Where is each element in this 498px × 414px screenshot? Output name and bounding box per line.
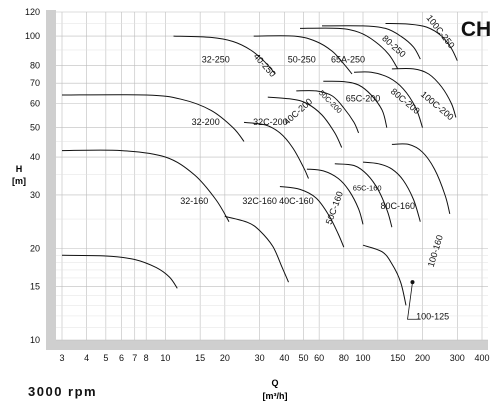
- curve-40-250: [173, 35, 276, 75]
- x-tick-label: 3: [59, 353, 64, 363]
- y-tick-label: 120: [25, 7, 40, 17]
- curve-label-32-200: 32-200: [192, 117, 220, 127]
- curve-label-100-125: 100-125: [416, 311, 449, 321]
- curve-32-160: [61, 254, 178, 289]
- speed-label: 3000 rpm: [28, 384, 98, 399]
- curve-label-40C-160: 40C-160: [279, 196, 314, 206]
- x-axis-label: Q: [271, 378, 278, 388]
- x-tick-label: 15: [195, 353, 205, 363]
- tick-labels: 3 4 5 6 7 8 10 15 20 30 40 50 60 80 100 150 200 300 400 10 1…: [25, 7, 490, 363]
- label-leader-dot: [410, 280, 415, 285]
- curve-32C-200: [243, 121, 309, 179]
- curve-80C-200: [353, 71, 423, 128]
- y-tick-label: 30: [30, 190, 40, 200]
- x-tick-label: 20: [220, 353, 230, 363]
- x-tick-label: 50: [298, 353, 308, 363]
- y-tick-label: 20: [30, 244, 40, 254]
- curve-label-50-250: 50-250: [288, 54, 316, 64]
- curve-100-125: [362, 244, 407, 306]
- curve-65A-250: [299, 27, 399, 70]
- x-tick-label: 150: [390, 353, 405, 363]
- curve-label-32-250: 32-250: [202, 54, 230, 64]
- curve-label-32-160: 32-160: [180, 196, 208, 206]
- y-axis-unit: [m]: [12, 176, 26, 186]
- curve-50C-160: [306, 168, 364, 225]
- x-axis-unit: [m³/h]: [263, 391, 288, 401]
- chart-title: CH: [461, 18, 491, 41]
- x-tick-label: 6: [119, 353, 124, 363]
- grid: [56, 11, 488, 341]
- x-tick-label: 5: [103, 353, 108, 363]
- curve-label-65A-250: 65A-250: [331, 54, 365, 64]
- x-tick-label: 8: [144, 353, 149, 363]
- y-axis-band: [46, 10, 56, 350]
- curves: [61, 23, 458, 306]
- x-tick-label: 400: [474, 353, 489, 363]
- curve-label-32C-160: 32C-160: [242, 196, 277, 206]
- x-tick-label: 100: [355, 353, 370, 363]
- y-tick-label: 70: [30, 78, 40, 88]
- x-tick-label: 80: [339, 353, 349, 363]
- y-axis-label: H: [16, 164, 23, 174]
- plot-background: [56, 10, 488, 340]
- curve-label-32C-200: 32C-200: [253, 117, 288, 127]
- curve-100C-250: [385, 23, 458, 61]
- curve-40C-200: [267, 96, 343, 148]
- curve-label-65C-160: 65C-160: [353, 184, 382, 193]
- x-axis-band: [46, 340, 488, 350]
- x-tick-label: 10: [160, 353, 170, 363]
- curve-label-65C-200: 65C-200: [346, 93, 381, 103]
- y-tick-label: 40: [30, 152, 40, 162]
- y-tick-label: 80: [30, 61, 40, 71]
- curve-32-250: [61, 94, 245, 142]
- curve-32C-160: [224, 215, 289, 283]
- label-leader-100-125: [407, 282, 421, 320]
- x-tick-label: 30: [255, 353, 265, 363]
- curve-50-250: [253, 35, 353, 75]
- x-tick-label: 40: [279, 353, 289, 363]
- curve-65C-200: [323, 80, 388, 128]
- y-tick-label: 50: [30, 123, 40, 133]
- curve-65C-160: [334, 163, 393, 228]
- x-tick-label: 60: [314, 353, 324, 363]
- curve-40C-160: [279, 186, 345, 248]
- x-tick-label: 4: [84, 353, 89, 363]
- y-tick-label: 60: [30, 98, 40, 108]
- curve-80C-160: [362, 161, 421, 222]
- curve-32-200: [61, 149, 230, 222]
- curve-100-160: [391, 143, 451, 215]
- curve-50C-200: [296, 90, 360, 134]
- curve-label-80C-160: 80C-160: [381, 201, 416, 211]
- y-tick-label: 100: [25, 31, 40, 41]
- curve-80-250: [321, 25, 421, 60]
- y-tick-label: 10: [30, 335, 40, 345]
- y-tick-label: 15: [30, 281, 40, 291]
- curve-100C-200: [391, 68, 457, 118]
- x-tick-label: 300: [450, 353, 465, 363]
- x-tick-label: 7: [132, 353, 137, 363]
- x-tick-label: 200: [415, 353, 430, 363]
